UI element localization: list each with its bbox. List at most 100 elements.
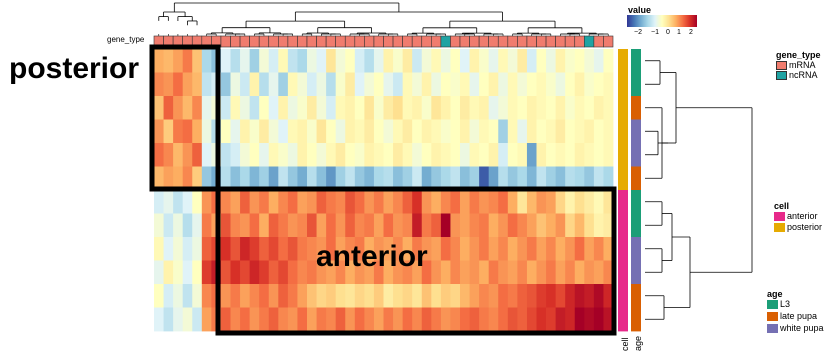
heatmap-cell: [507, 166, 518, 191]
heatmap-cell: [546, 260, 557, 285]
heatmap-cell: [335, 143, 346, 167]
heatmap-cell: [373, 213, 384, 238]
heatmap-cell: [201, 190, 212, 214]
heatmap-cell: [450, 72, 461, 97]
heatmap-cell: [373, 49, 384, 73]
cell-annotation-cell: [618, 190, 628, 214]
heatmap-cell: [201, 72, 212, 97]
heatmap-cell: [603, 72, 614, 97]
heatmap-cell: [479, 190, 490, 214]
heatmap-cell: [316, 284, 327, 308]
heatmap-cell: [593, 72, 604, 97]
heatmap-cell: [431, 284, 442, 308]
heatmap-cell: [173, 307, 184, 332]
heatmap-cell: [307, 166, 317, 191]
heatmap-cell: [517, 190, 528, 214]
heatmap-cell: [498, 284, 509, 308]
heatmap-cell: [574, 166, 585, 191]
heatmap-cell: [603, 284, 614, 308]
cell-annotation-cell: [618, 284, 628, 308]
heatmap-cell: [287, 260, 298, 285]
heatmap-cell: [469, 284, 480, 308]
gene-type-cell: [555, 35, 566, 48]
heatmap-cell: [230, 72, 241, 97]
heatmap-cell: [431, 96, 442, 120]
heatmap-cell: [469, 49, 480, 73]
heatmap-cell: [354, 96, 365, 120]
heatmap-cell: [326, 237, 337, 261]
gene-type-cell: [287, 35, 298, 48]
heatmap-cell: [450, 143, 461, 167]
heatmap-cell: [220, 72, 231, 97]
heatmap-cell: [249, 284, 260, 308]
heatmap-cell: [268, 49, 279, 73]
heatmap-cell: [469, 166, 480, 191]
heatmap-cell: [421, 307, 432, 332]
heatmap-cell: [593, 260, 604, 285]
heatmap-cell: [297, 260, 308, 285]
heatmap-cell: [546, 307, 557, 332]
anterior-label: anterior: [316, 240, 428, 273]
heatmap-cell: [154, 307, 164, 332]
heatmap-cell: [364, 307, 375, 332]
heatmap-cell: [431, 237, 442, 261]
heatmap-cell: [326, 260, 337, 285]
heatmap-cell: [565, 143, 576, 167]
heatmap-cell: [393, 190, 404, 214]
heatmap-cell: [402, 72, 413, 97]
gene-type-cell: [220, 35, 231, 48]
heatmap-cell: [240, 213, 251, 238]
heatmap-cell: [364, 72, 375, 97]
heatmap-cell: [373, 307, 384, 332]
heatmap-cell: [460, 166, 470, 191]
heatmap-cell: [154, 119, 164, 144]
heatmap-cell: [182, 143, 193, 167]
heatmap-cell: [440, 96, 451, 120]
heatmap-cell: [517, 166, 528, 191]
heatmap-cell: [182, 307, 193, 332]
heatmap-cell: [268, 72, 279, 97]
colorbar-tick-label: 2: [689, 29, 693, 36]
heatmap-cell: [555, 96, 566, 120]
heatmap-cell: [517, 143, 528, 167]
heatmap-cell: [393, 49, 404, 73]
heatmap-cell: [431, 190, 442, 214]
heatmap-cell: [278, 72, 289, 97]
heatmap-cell: [460, 119, 470, 144]
heatmap-cell: [220, 237, 231, 261]
heatmap-cell: [259, 96, 270, 120]
cell-annotation-cell: [618, 260, 628, 285]
heatmap-cell: [173, 49, 184, 73]
heatmap-cell: [326, 96, 337, 120]
heatmap-cell: [440, 284, 451, 308]
heatmap-cell: [230, 166, 241, 191]
heatmap-cell: [507, 237, 518, 261]
heatmap-cell: [536, 284, 547, 308]
age-annotation-cell: [631, 213, 641, 238]
heatmap-cell: [479, 284, 490, 308]
gene-type-cell: [239, 35, 250, 48]
gene-type-cell: [488, 35, 499, 48]
heatmap-cell: [593, 307, 604, 332]
age-annotation-cell: [631, 72, 641, 97]
gene-type-row-label: gene_type: [107, 35, 145, 44]
heatmap-cell: [230, 213, 241, 238]
heatmap-cell: [402, 284, 413, 308]
heatmap-cell: [163, 237, 174, 261]
row-annotation-label-cell: cell: [620, 337, 630, 351]
heatmap-cell: [335, 190, 346, 214]
heatmap-cell: [603, 237, 614, 261]
heatmap-cell: [402, 307, 413, 332]
heatmap-cell: [555, 119, 566, 144]
heatmap-cell: [364, 119, 375, 144]
heatmap-cell: [479, 237, 490, 261]
heatmap-cell: [182, 119, 193, 144]
heatmap-cell: [383, 307, 394, 332]
heatmap-cell: [240, 284, 251, 308]
heatmap-cell: [154, 237, 164, 261]
heatmap-cell: [173, 72, 184, 97]
heatmap-cell: [220, 49, 231, 73]
heatmap-cell: [498, 307, 509, 332]
heatmap-cell: [259, 260, 270, 285]
heatmap-cell: [316, 237, 327, 261]
